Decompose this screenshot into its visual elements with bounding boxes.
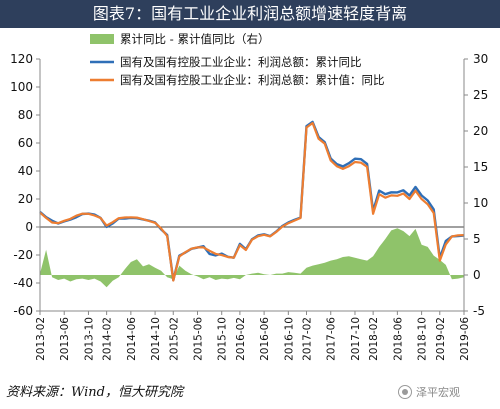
x-tick-label: 2013-06 <box>59 317 71 361</box>
left-tick-label: 40 <box>18 164 33 178</box>
x-tick-label: 2018-02 <box>368 317 380 361</box>
left-tick-label: 100 <box>10 80 33 94</box>
right-tick-label: 30 <box>473 52 488 66</box>
series-line-profit-cumulative-yoy <box>39 121 465 282</box>
legend-label-area: 累计同比 - 累计值同比（右） <box>120 32 269 46</box>
right-tick-label: 15 <box>473 160 488 174</box>
source-note: 资料来源：Wind，恒大研究院 <box>6 385 183 400</box>
legend-swatch-area <box>90 34 114 44</box>
x-tick-label: 2015-02 <box>168 317 180 361</box>
right-tick-label: -5 <box>473 304 485 318</box>
left-tick-label: -20 <box>13 248 33 262</box>
left-tick-label: 0 <box>25 220 33 234</box>
right-tick-label: 5 <box>473 232 481 246</box>
chart: -60 -40 -20 0 20 40 60 80 100 120 -5 0 5 10 15 20 25 30 20… <box>10 32 488 361</box>
watermark: 泽平宏观 <box>398 384 460 400</box>
legend-label-orange: 国有及国有控股工业企业：利润总额：累计值：同比 <box>120 73 385 87</box>
x-tick-label: 2014-02 <box>102 317 114 361</box>
legend: 累计同比 - 累计值同比（右） 国有及国有控股工业企业：利润总额：累计同比国有及国… <box>90 32 385 87</box>
left-tick-label: 60 <box>18 136 33 150</box>
x-tick-label: 2016-02 <box>235 317 247 361</box>
left-tick-label: -60 <box>13 304 33 318</box>
x-tick-label: 2015-10 <box>217 317 229 361</box>
left-tick-label: 80 <box>18 108 33 122</box>
x-tick-label: 2017-02 <box>302 317 314 361</box>
legend-label-blue: 国有及国有控股工业企业：利润总额：累计同比 <box>120 55 362 69</box>
chart-title: 图表7：国有工业企业利润总额增速轻度背离 <box>92 4 408 23</box>
left-tick-label: 20 <box>18 192 33 206</box>
right-tick-label: 20 <box>473 124 488 138</box>
x-tick-label: 2016-06 <box>259 317 271 361</box>
right-tick-label: 10 <box>473 196 488 210</box>
right-tick-label: 0 <box>473 268 481 282</box>
x-tick-label: 2019-02 <box>435 317 447 361</box>
wechat-icon <box>398 385 412 399</box>
series-area-cumulative-diff <box>40 228 464 288</box>
x-tick-label: 2015-06 <box>192 317 204 361</box>
x-tick-label: 2013-10 <box>83 317 95 361</box>
watermark-text: 泽平宏观 <box>416 386 460 399</box>
x-tick-label: 2017-10 <box>350 317 362 361</box>
x-tick-label: 2016-10 <box>283 317 295 361</box>
x-tick-label: 2014-06 <box>126 317 138 361</box>
left-tick-label: -40 <box>13 276 33 290</box>
right-tick-label: 25 <box>473 88 488 102</box>
x-tick-label: 2019-06 <box>459 317 471 361</box>
x-tick-label: 2013-02 <box>35 317 47 361</box>
x-tick-label: 2014-10 <box>150 317 162 361</box>
x-tick-label: 2018-06 <box>392 317 404 361</box>
x-tick-label: 2018-10 <box>417 317 429 361</box>
x-tick-label: 2017-06 <box>326 317 338 361</box>
left-tick-label: 120 <box>10 52 33 66</box>
title-bar <box>0 0 500 28</box>
